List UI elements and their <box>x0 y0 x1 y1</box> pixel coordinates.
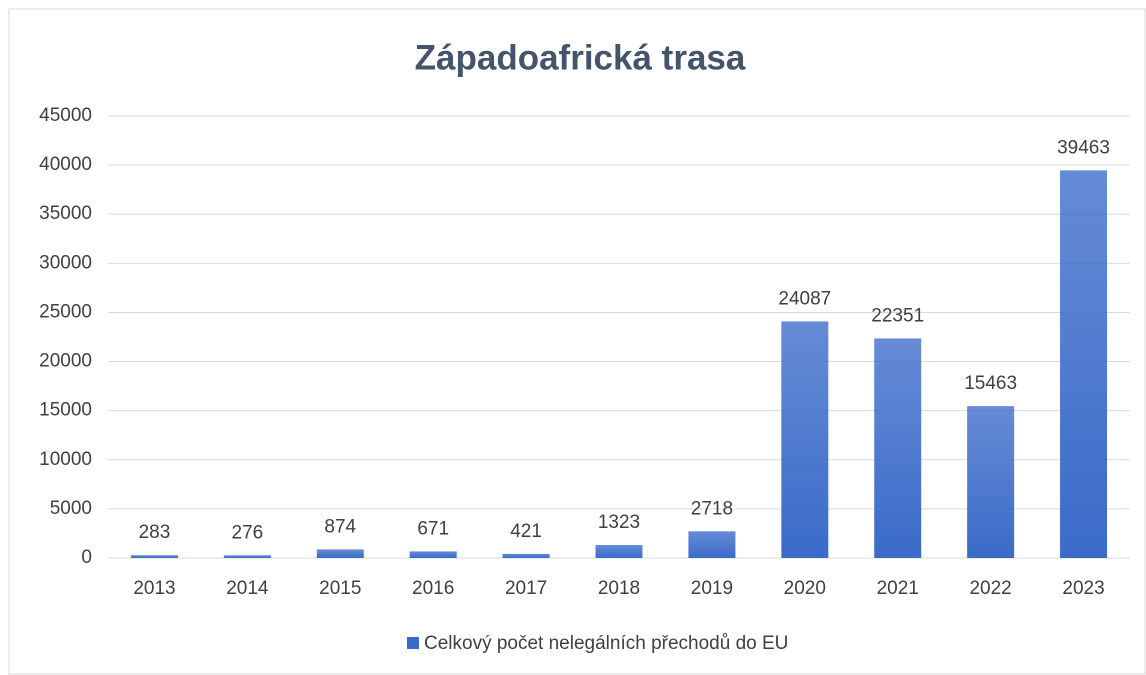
bar <box>1060 170 1108 558</box>
x-tick-label: 2014 <box>226 578 269 599</box>
y-tick-label: 25000 <box>39 301 92 322</box>
bar <box>595 545 643 558</box>
x-tick-label: 2021 <box>877 578 919 599</box>
y-tick-label: 10000 <box>39 449 92 470</box>
data-label: 15463 <box>964 373 1017 394</box>
y-tick-label: 15000 <box>39 400 92 421</box>
x-tick-label: 2019 <box>691 578 733 599</box>
x-tick-label: 2022 <box>969 578 1011 599</box>
data-label: 671 <box>417 518 449 539</box>
bar <box>688 531 736 558</box>
legend-swatch <box>407 637 419 649</box>
y-tick-label: 40000 <box>39 154 92 175</box>
bar <box>316 549 364 558</box>
y-tick-label: 35000 <box>39 203 92 224</box>
bar <box>874 338 922 558</box>
bar <box>781 321 829 558</box>
bar <box>502 553 550 558</box>
data-label: 283 <box>139 522 171 543</box>
data-label: 2718 <box>691 498 733 519</box>
x-tick-label: 2013 <box>133 578 175 599</box>
x-tick-label: 2020 <box>784 578 826 599</box>
chart-title: Západoafrická trasa <box>415 38 746 77</box>
data-label: 1323 <box>598 512 640 533</box>
x-tick-label: 2015 <box>319 578 361 599</box>
legend-label: Celkový počet nelegálních přechodů do EU <box>424 633 788 654</box>
data-label: 421 <box>510 521 542 542</box>
data-label: 276 <box>232 522 264 543</box>
data-label: 874 <box>324 516 356 537</box>
x-tick-label: 2018 <box>598 578 640 599</box>
y-tick-label: 20000 <box>39 351 92 372</box>
x-tick-label: 2017 <box>505 578 547 599</box>
bar <box>409 551 457 558</box>
bar <box>967 406 1015 558</box>
data-label: 22351 <box>871 305 924 326</box>
data-label: 24087 <box>778 288 831 309</box>
chart-frame <box>8 8 1146 675</box>
bar <box>130 555 178 558</box>
y-tick-label: 0 <box>81 547 92 568</box>
bar <box>223 555 271 558</box>
data-label: 39463 <box>1057 137 1110 158</box>
y-tick-label: 5000 <box>50 498 92 519</box>
y-tick-label: 30000 <box>39 252 92 273</box>
x-tick-label: 2023 <box>1062 578 1104 599</box>
x-tick-label: 2016 <box>412 578 454 599</box>
y-tick-label: 45000 <box>39 105 92 126</box>
